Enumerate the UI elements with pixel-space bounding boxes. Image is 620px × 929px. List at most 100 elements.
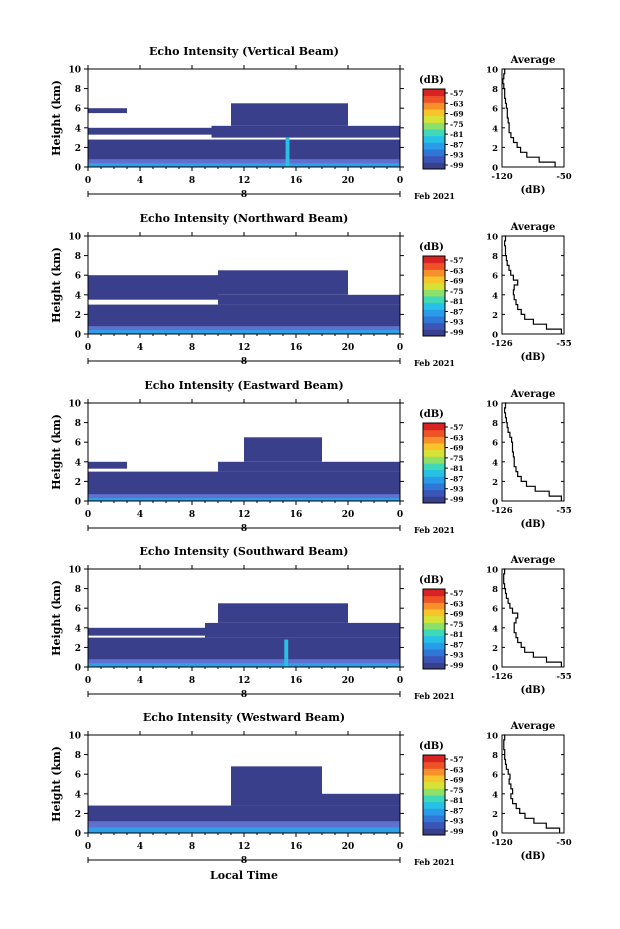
heatmap-area — [88, 766, 400, 833]
profile-y-tick-label: 10 — [486, 732, 498, 742]
y-tick-label: 4 — [75, 124, 81, 134]
profile-y-tick-label: 10 — [486, 566, 498, 576]
beam-panel: Echo Intensity (Vertical Beam) 0 2 4 6 8 10 Hei… — [50, 45, 572, 201]
colorbar-tick-label: -93 — [450, 318, 464, 327]
colorbar-tick-label: -81 — [450, 297, 464, 306]
y-tick-label: 4 — [75, 624, 81, 634]
colorbar-segment — [423, 276, 445, 284]
colorbar-segment — [423, 102, 445, 110]
colorbar-tick-label: -81 — [450, 630, 464, 639]
colorbar-segment — [423, 828, 445, 836]
colorbar-segment — [423, 489, 445, 497]
colorbar-segment — [423, 602, 445, 610]
y-tick-label: 0 — [75, 164, 81, 174]
x-tick-label: 0 — [85, 510, 91, 520]
echo-layer — [88, 330, 400, 334]
profile-y-tick-label: 8 — [492, 419, 498, 429]
colorbar-segment — [423, 316, 445, 324]
panel-title: Echo Intensity (Southward Beam) — [140, 545, 349, 558]
profile-frame — [501, 734, 565, 834]
echo-layer — [88, 127, 212, 135]
colorbar-tick-label: -69 — [450, 277, 464, 286]
colorbar-unit: (dB) — [419, 575, 444, 586]
echo-layer — [231, 103, 348, 126]
month-label: Feb 2021 — [414, 525, 455, 535]
colorbar-unit: (dB) — [419, 75, 444, 86]
panel-title: Echo Intensity (Northward Beam) — [140, 212, 349, 225]
colorbar-tick-label: -81 — [450, 464, 464, 473]
y-tick-label: 10 — [68, 233, 81, 243]
echo-layer — [231, 766, 322, 806]
colorbar-segment — [423, 788, 445, 796]
x-tick-label: 0 — [85, 842, 91, 852]
colorbar-tick-label: -99 — [450, 161, 464, 170]
colorbar-segment — [423, 775, 445, 783]
profile-y-tick-label: 4 — [492, 291, 498, 301]
month-label: Feb 2021 — [414, 691, 455, 701]
profile-y-tick-label: 8 — [492, 751, 498, 761]
heatmap-area — [88, 437, 400, 501]
echo-layer — [218, 461, 400, 472]
colorbar-segment — [423, 429, 445, 437]
profile-x-tick-label: -50 — [556, 838, 571, 848]
date-label: 8 — [241, 357, 247, 367]
average-profile-line — [503, 568, 562, 667]
colorbar-segment — [423, 595, 445, 603]
x-tick-label: 4 — [137, 842, 143, 852]
profile-y-tick-label: 2 — [492, 810, 498, 820]
colorbar-segment — [423, 443, 445, 451]
profile-x-tick-label: -126 — [491, 672, 512, 682]
colorbar-segment — [423, 155, 445, 163]
colorbar-segment — [423, 122, 445, 130]
colorbar-tick-label: -69 — [450, 776, 464, 785]
month-label: Feb 2021 — [414, 191, 455, 201]
colorbar-segment — [423, 815, 445, 823]
y-tick-label: 6 — [75, 771, 81, 781]
colorbar-segment — [423, 781, 445, 789]
x-tick-label: 8 — [189, 510, 195, 520]
x-tick-label: 20 — [342, 842, 355, 852]
month-label: Feb 2021 — [414, 358, 455, 368]
colorbar-segment — [423, 309, 445, 317]
colorbar-tick-label: -75 — [450, 454, 464, 463]
colorbar-unit: (dB) — [419, 409, 444, 420]
y-tick-label: 4 — [75, 790, 81, 800]
panel-title: Echo Intensity (Vertical Beam) — [149, 45, 339, 58]
y-tick-label: 6 — [75, 272, 81, 282]
colorbar-tick-label: -69 — [450, 610, 464, 619]
x-axis-label: Local Time — [210, 869, 278, 882]
profile-y-tick-label: 8 — [492, 85, 498, 95]
y-tick-label: 10 — [68, 400, 81, 410]
colorbar-frame — [422, 88, 446, 170]
colorbar-segment — [423, 423, 445, 431]
y-tick-label: 0 — [75, 830, 81, 840]
echo-layer — [88, 494, 400, 501]
x-tick-label: 4 — [137, 676, 143, 686]
profile-y-tick-label: 10 — [486, 400, 498, 410]
x-tick-label: 4 — [137, 510, 143, 520]
profile-x-label: (dB) — [521, 851, 546, 862]
x-tick-label: 12 — [238, 176, 251, 186]
colorbar-segment — [423, 635, 445, 643]
echo-layer — [88, 827, 400, 833]
x-tick-label: 16 — [290, 176, 303, 186]
y-tick-label: 10 — [68, 566, 81, 576]
date-label: 8 — [241, 190, 247, 200]
colorbar-tick-label: -63 — [450, 599, 464, 608]
profile-frame — [501, 568, 565, 668]
profile-x-label: (dB) — [521, 519, 546, 530]
profile-y-tick-label: 10 — [486, 233, 498, 243]
colorbar-tick-label: -93 — [450, 817, 464, 826]
y-tick-label: 2 — [75, 478, 81, 488]
date-label: 8 — [241, 856, 247, 866]
profile-y-tick-label: 0 — [492, 164, 498, 174]
profile-title: Average — [510, 555, 556, 566]
x-tick-label: 4 — [137, 176, 143, 186]
profile-x-label: (dB) — [521, 185, 546, 196]
colorbar-tick-label: -75 — [450, 786, 464, 795]
x-tick-label: 0 — [397, 510, 403, 520]
colorbar-tick-label: -63 — [450, 266, 464, 275]
colorbar-tick-label: -99 — [450, 661, 464, 670]
colorbar-tick-label: -57 — [450, 755, 464, 764]
colorbar-tick-label: -87 — [450, 474, 464, 483]
